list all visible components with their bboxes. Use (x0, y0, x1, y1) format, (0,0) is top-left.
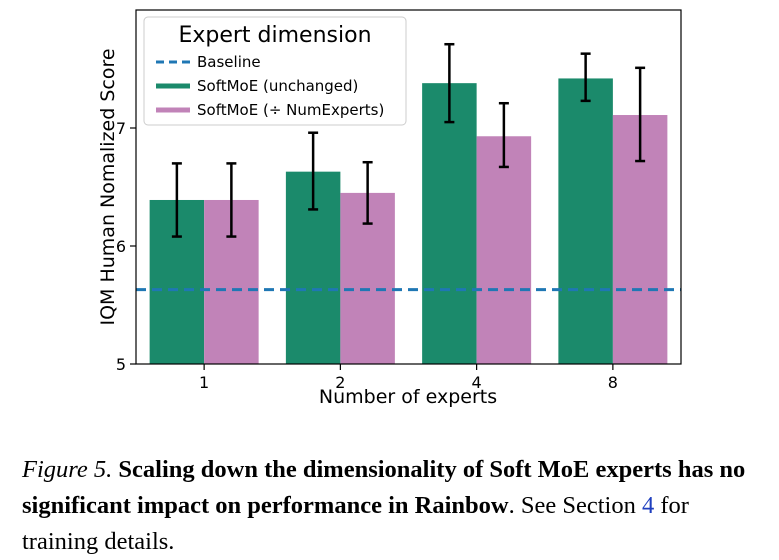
bar-unchanged-4 (422, 83, 477, 364)
errorbar-unchanged-1 (171, 162, 182, 238)
errorbar-numexperts-8 (635, 66, 646, 163)
x-tick-label-4: 4 (472, 373, 482, 392)
bar-chart: 5 6 7 1 2 4 8 IQM Human Nomalized Score Numbe… (97, 9, 682, 408)
figure-caption: Figure 5. Scaling down the dimensionalit… (22, 452, 767, 560)
legend-box (143, 16, 407, 126)
section-link[interactable]: 4 (641, 492, 655, 519)
y-tick-label-7: 7 (116, 119, 126, 138)
figure-label: Figure 5. (22, 456, 113, 483)
legend-label-softmoe-numexperts: SoftMoE (÷ NumExperts) (197, 101, 384, 119)
caption-text-after-link: for training details. (22, 492, 689, 555)
bar-unchanged-8 (558, 78, 613, 364)
plot-frame (135, 9, 682, 365)
y-axis-label: IQM Human Nomalized Score (97, 48, 119, 325)
errorbar-numexperts-2 (362, 160, 373, 225)
x-tick-label-1: 1 (199, 373, 209, 392)
y-axis-ticks: 5 6 7 (116, 119, 136, 374)
x-tick-label-2: 2 (335, 373, 345, 392)
errorbar-unchanged-2 (308, 131, 319, 211)
x-axis-ticks: 1 2 4 8 (199, 364, 618, 392)
caption-bold-text: Scaling down the dimensionality of Soft … (22, 456, 746, 519)
legend-title: Expert dimension (178, 23, 371, 48)
legend-label-softmoe-unchanged: SoftMoE (unchanged) (197, 77, 358, 95)
errorbar-numexperts-4 (498, 101, 509, 169)
errorbar-unchanged-4 (444, 42, 455, 124)
errorbar-numexperts-1 (226, 162, 237, 238)
legend: Expert dimension Baseline SoftMoE (uncha… (143, 16, 407, 126)
x-tick-label-8: 8 (608, 373, 618, 392)
errorbar-unchanged-8 (580, 52, 591, 103)
error-bars-group (171, 42, 646, 238)
x-axis-label: Number of experts (319, 386, 497, 408)
legend-label-baseline: Baseline (197, 53, 261, 71)
y-tick-label-5: 5 (116, 355, 126, 374)
bar-numexperts-4 (476, 136, 532, 364)
y-tick-label-6: 6 (116, 237, 126, 256)
caption-text-before-link: . See Section (508, 492, 642, 519)
